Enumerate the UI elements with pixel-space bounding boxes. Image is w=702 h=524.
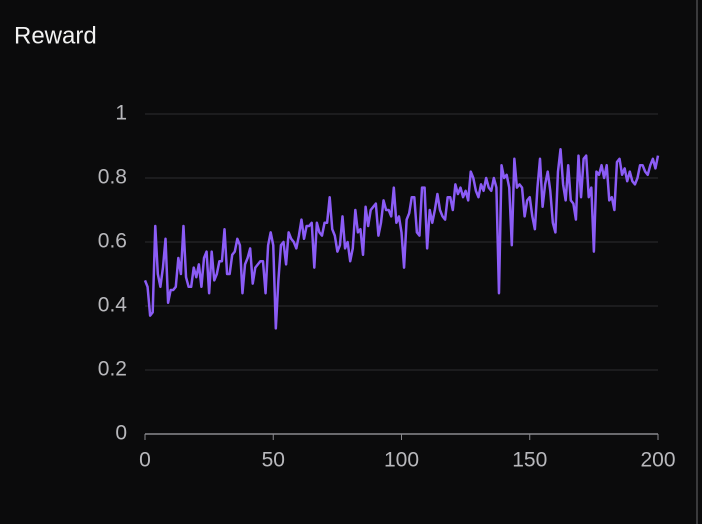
y-tick-label: 1 <box>115 102 127 125</box>
x-tick-label: 100 <box>384 449 419 472</box>
x-tick-label: 150 <box>512 449 547 472</box>
y-tick-label: 0 <box>115 422 127 445</box>
y-tick-label: 0.2 <box>98 358 127 381</box>
line <box>143 147 660 330</box>
y-tick-label: 0.6 <box>98 230 127 253</box>
chart-title: Reward <box>14 22 97 49</box>
x-tick-label: 200 <box>640 449 675 472</box>
x-tick-label: 50 <box>262 449 285 472</box>
y-tick-label: 0.8 <box>98 166 127 189</box>
y-tick-label: 0.4 <box>98 294 128 317</box>
x-tick-label: 0 <box>139 449 151 472</box>
